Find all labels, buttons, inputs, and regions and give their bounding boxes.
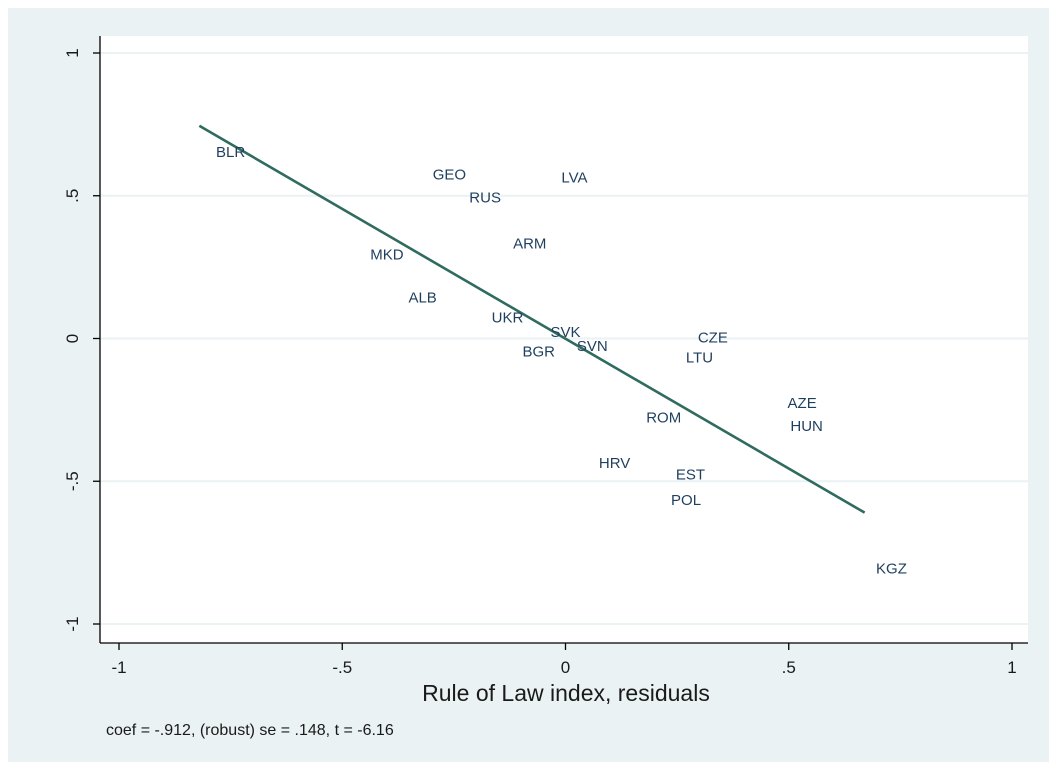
point-label-ukr: UKR [492, 309, 524, 326]
fit-line-layer [198, 124, 866, 514]
point-label-pol: POL [671, 492, 701, 509]
point-label-kgz: KGZ [876, 561, 907, 578]
y-tick-label: 0 [63, 334, 82, 343]
points-layer: BLR GEO LVA RUS ARM MKD ALB UKR SVK CZE SVN BGR LTU A… [216, 144, 907, 578]
point-label-arm: ARM [513, 235, 546, 252]
x-tick-label: 1 [1007, 658, 1016, 677]
y-tick-label: -.5 [63, 471, 82, 491]
point-label-ltu: LTU [686, 349, 713, 366]
point-label-svk: SVK [550, 324, 580, 341]
x-axis-title: Rule of Law index, residuals [422, 680, 710, 706]
regression-note: coef = -.912, (robust) se = .148, t = -6… [106, 722, 394, 739]
point-label-aze: AZE [788, 395, 817, 412]
axes: -1 -.5 0 .5 1 -1 -.5 0 .5 1 [63, 36, 1028, 677]
point-label-mkd: MKD [370, 247, 404, 264]
y-tick-label: .5 [63, 189, 82, 203]
point-label-lva: LVA [561, 170, 587, 187]
point-label-blr: BLR [216, 144, 245, 161]
x-tick-label: -.5 [332, 658, 352, 677]
x-tick-label: .5 [782, 658, 796, 677]
point-label-bgr: BGR [522, 344, 555, 361]
x-tick-label: -1 [111, 658, 126, 677]
point-label-alb: ALB [408, 289, 436, 306]
x-tick-label: 0 [561, 658, 570, 677]
point-label-hun: HUN [790, 418, 823, 435]
point-label-rus: RUS [469, 190, 501, 207]
point-label-hrv: HRV [599, 455, 630, 472]
fit-line [198, 124, 866, 514]
y-tick-label: 1 [63, 48, 82, 57]
point-label-cze: CZE [698, 329, 728, 346]
point-label-rom: ROM [646, 409, 681, 426]
y-tick-label: -1 [63, 616, 82, 631]
point-label-est: EST [676, 467, 705, 484]
point-label-svn: SVN [577, 338, 608, 355]
point-label-geo: GEO [433, 167, 466, 184]
